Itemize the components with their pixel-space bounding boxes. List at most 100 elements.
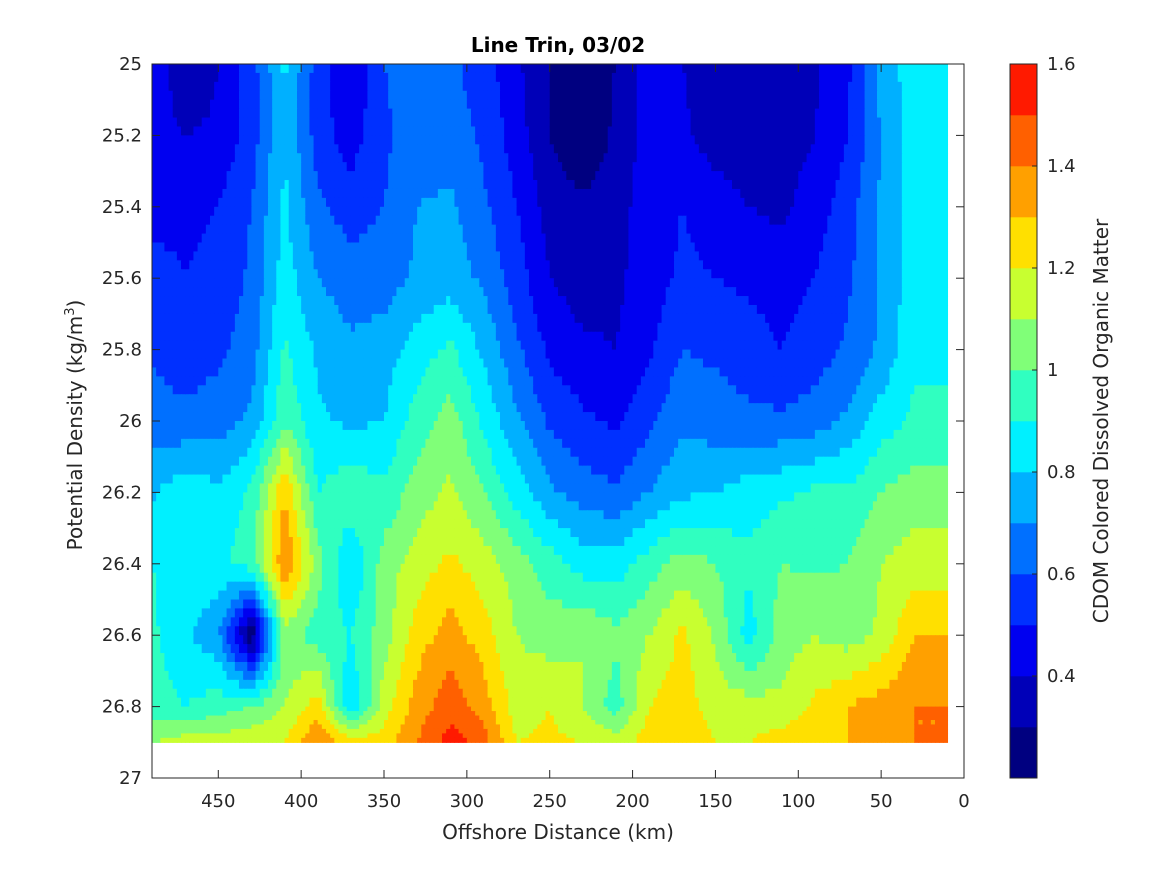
contour-cell bbox=[239, 313, 244, 324]
contour-cell bbox=[512, 197, 518, 208]
contour-cell bbox=[574, 215, 580, 226]
contour-cell bbox=[197, 278, 203, 288]
contour-cell bbox=[636, 215, 642, 226]
contour-cell bbox=[268, 340, 273, 351]
contour-cell bbox=[297, 144, 302, 154]
contour-cell bbox=[433, 215, 439, 226]
contour-cell bbox=[276, 340, 282, 351]
contour-cell bbox=[400, 99, 406, 110]
contour-cell bbox=[495, 180, 501, 190]
contour-cell bbox=[901, 90, 907, 101]
contour-cell bbox=[512, 135, 518, 145]
contour-cell bbox=[226, 296, 232, 306]
contour-cell bbox=[185, 296, 190, 306]
contour-cell bbox=[645, 99, 650, 110]
contour-cell bbox=[910, 260, 915, 270]
contour-cell bbox=[433, 197, 439, 208]
contour-cell bbox=[239, 162, 244, 172]
contour-cell bbox=[752, 126, 758, 136]
contour-cell bbox=[578, 162, 584, 172]
contour-cell bbox=[930, 108, 936, 119]
contour-cell bbox=[491, 242, 497, 253]
contour-cell bbox=[239, 72, 244, 83]
contour-cell bbox=[367, 278, 373, 288]
contour-cell bbox=[280, 340, 286, 351]
contour-cell bbox=[214, 117, 219, 128]
contour-cell bbox=[533, 126, 538, 136]
contour-cell bbox=[317, 188, 323, 199]
contour-cell bbox=[864, 90, 870, 101]
contour-cell bbox=[197, 188, 203, 199]
contour-cell bbox=[466, 251, 472, 261]
contour-cell bbox=[690, 81, 696, 92]
contour-cell bbox=[355, 224, 360, 235]
contour-cell bbox=[471, 180, 476, 190]
contour-cell bbox=[748, 197, 754, 208]
contour-cell bbox=[504, 162, 509, 172]
contour-cell bbox=[719, 117, 725, 128]
contour-cell bbox=[765, 206, 770, 217]
contour-cell bbox=[761, 99, 766, 110]
contour-cell bbox=[355, 251, 360, 261]
contour-cell bbox=[280, 144, 286, 154]
contour-cell bbox=[181, 224, 186, 235]
contour-cell bbox=[268, 296, 273, 306]
contour-cell bbox=[222, 117, 228, 128]
contour-cell bbox=[868, 197, 874, 208]
contour-cell bbox=[616, 64, 621, 74]
contour-cell bbox=[624, 197, 630, 208]
contour-cell bbox=[823, 81, 828, 92]
contour-cell bbox=[181, 188, 186, 199]
contour-cell bbox=[379, 206, 385, 217]
contour-cell bbox=[226, 64, 232, 74]
contour-cell bbox=[164, 215, 170, 226]
contour-cell bbox=[752, 242, 758, 253]
contour-cell bbox=[860, 206, 866, 217]
contour-cell bbox=[450, 135, 456, 145]
contour-cell bbox=[156, 99, 161, 110]
contour-cell bbox=[665, 81, 671, 92]
contour-cell bbox=[914, 72, 920, 83]
contour-cell bbox=[640, 188, 646, 199]
contour-cell bbox=[848, 153, 853, 163]
contour-cell bbox=[288, 269, 294, 279]
contour-cell bbox=[504, 135, 509, 145]
contour-cell bbox=[524, 206, 530, 217]
contour-cell bbox=[703, 260, 708, 270]
contour-cell bbox=[736, 180, 741, 190]
contour-cell bbox=[698, 188, 704, 199]
contour-cell bbox=[396, 206, 402, 217]
contour-cell bbox=[243, 206, 248, 217]
contour-cell bbox=[234, 197, 240, 208]
contour-cell bbox=[790, 233, 795, 244]
contour-cell bbox=[259, 296, 265, 306]
contour-cell bbox=[906, 162, 911, 172]
contour-cell bbox=[292, 81, 298, 92]
contour-cell bbox=[769, 242, 775, 253]
contour-cell bbox=[346, 206, 352, 217]
contour-cell bbox=[450, 197, 456, 208]
contour-cell bbox=[558, 144, 563, 154]
contour-cell bbox=[392, 269, 398, 279]
contour-cell bbox=[189, 331, 195, 342]
contour-cell bbox=[632, 180, 638, 190]
contour-cell bbox=[553, 90, 559, 101]
contour-cell bbox=[210, 126, 215, 136]
contour-cell bbox=[500, 188, 505, 199]
contour-cell bbox=[926, 251, 932, 261]
contour-cell bbox=[562, 251, 567, 261]
contour-cell bbox=[881, 260, 886, 270]
contour-cell bbox=[243, 188, 248, 199]
contour-cell bbox=[363, 251, 369, 261]
contour-cell bbox=[943, 144, 949, 154]
contour-cell bbox=[218, 126, 224, 136]
contour-cell bbox=[831, 72, 837, 83]
contour-cell bbox=[450, 224, 456, 235]
contour-cell bbox=[889, 108, 895, 119]
contour-cell bbox=[160, 233, 166, 244]
contour-cell bbox=[156, 287, 161, 297]
contour-cell bbox=[334, 233, 340, 244]
contour-cell bbox=[338, 64, 344, 74]
contour-cell bbox=[839, 224, 845, 235]
contour-cell bbox=[785, 180, 791, 190]
